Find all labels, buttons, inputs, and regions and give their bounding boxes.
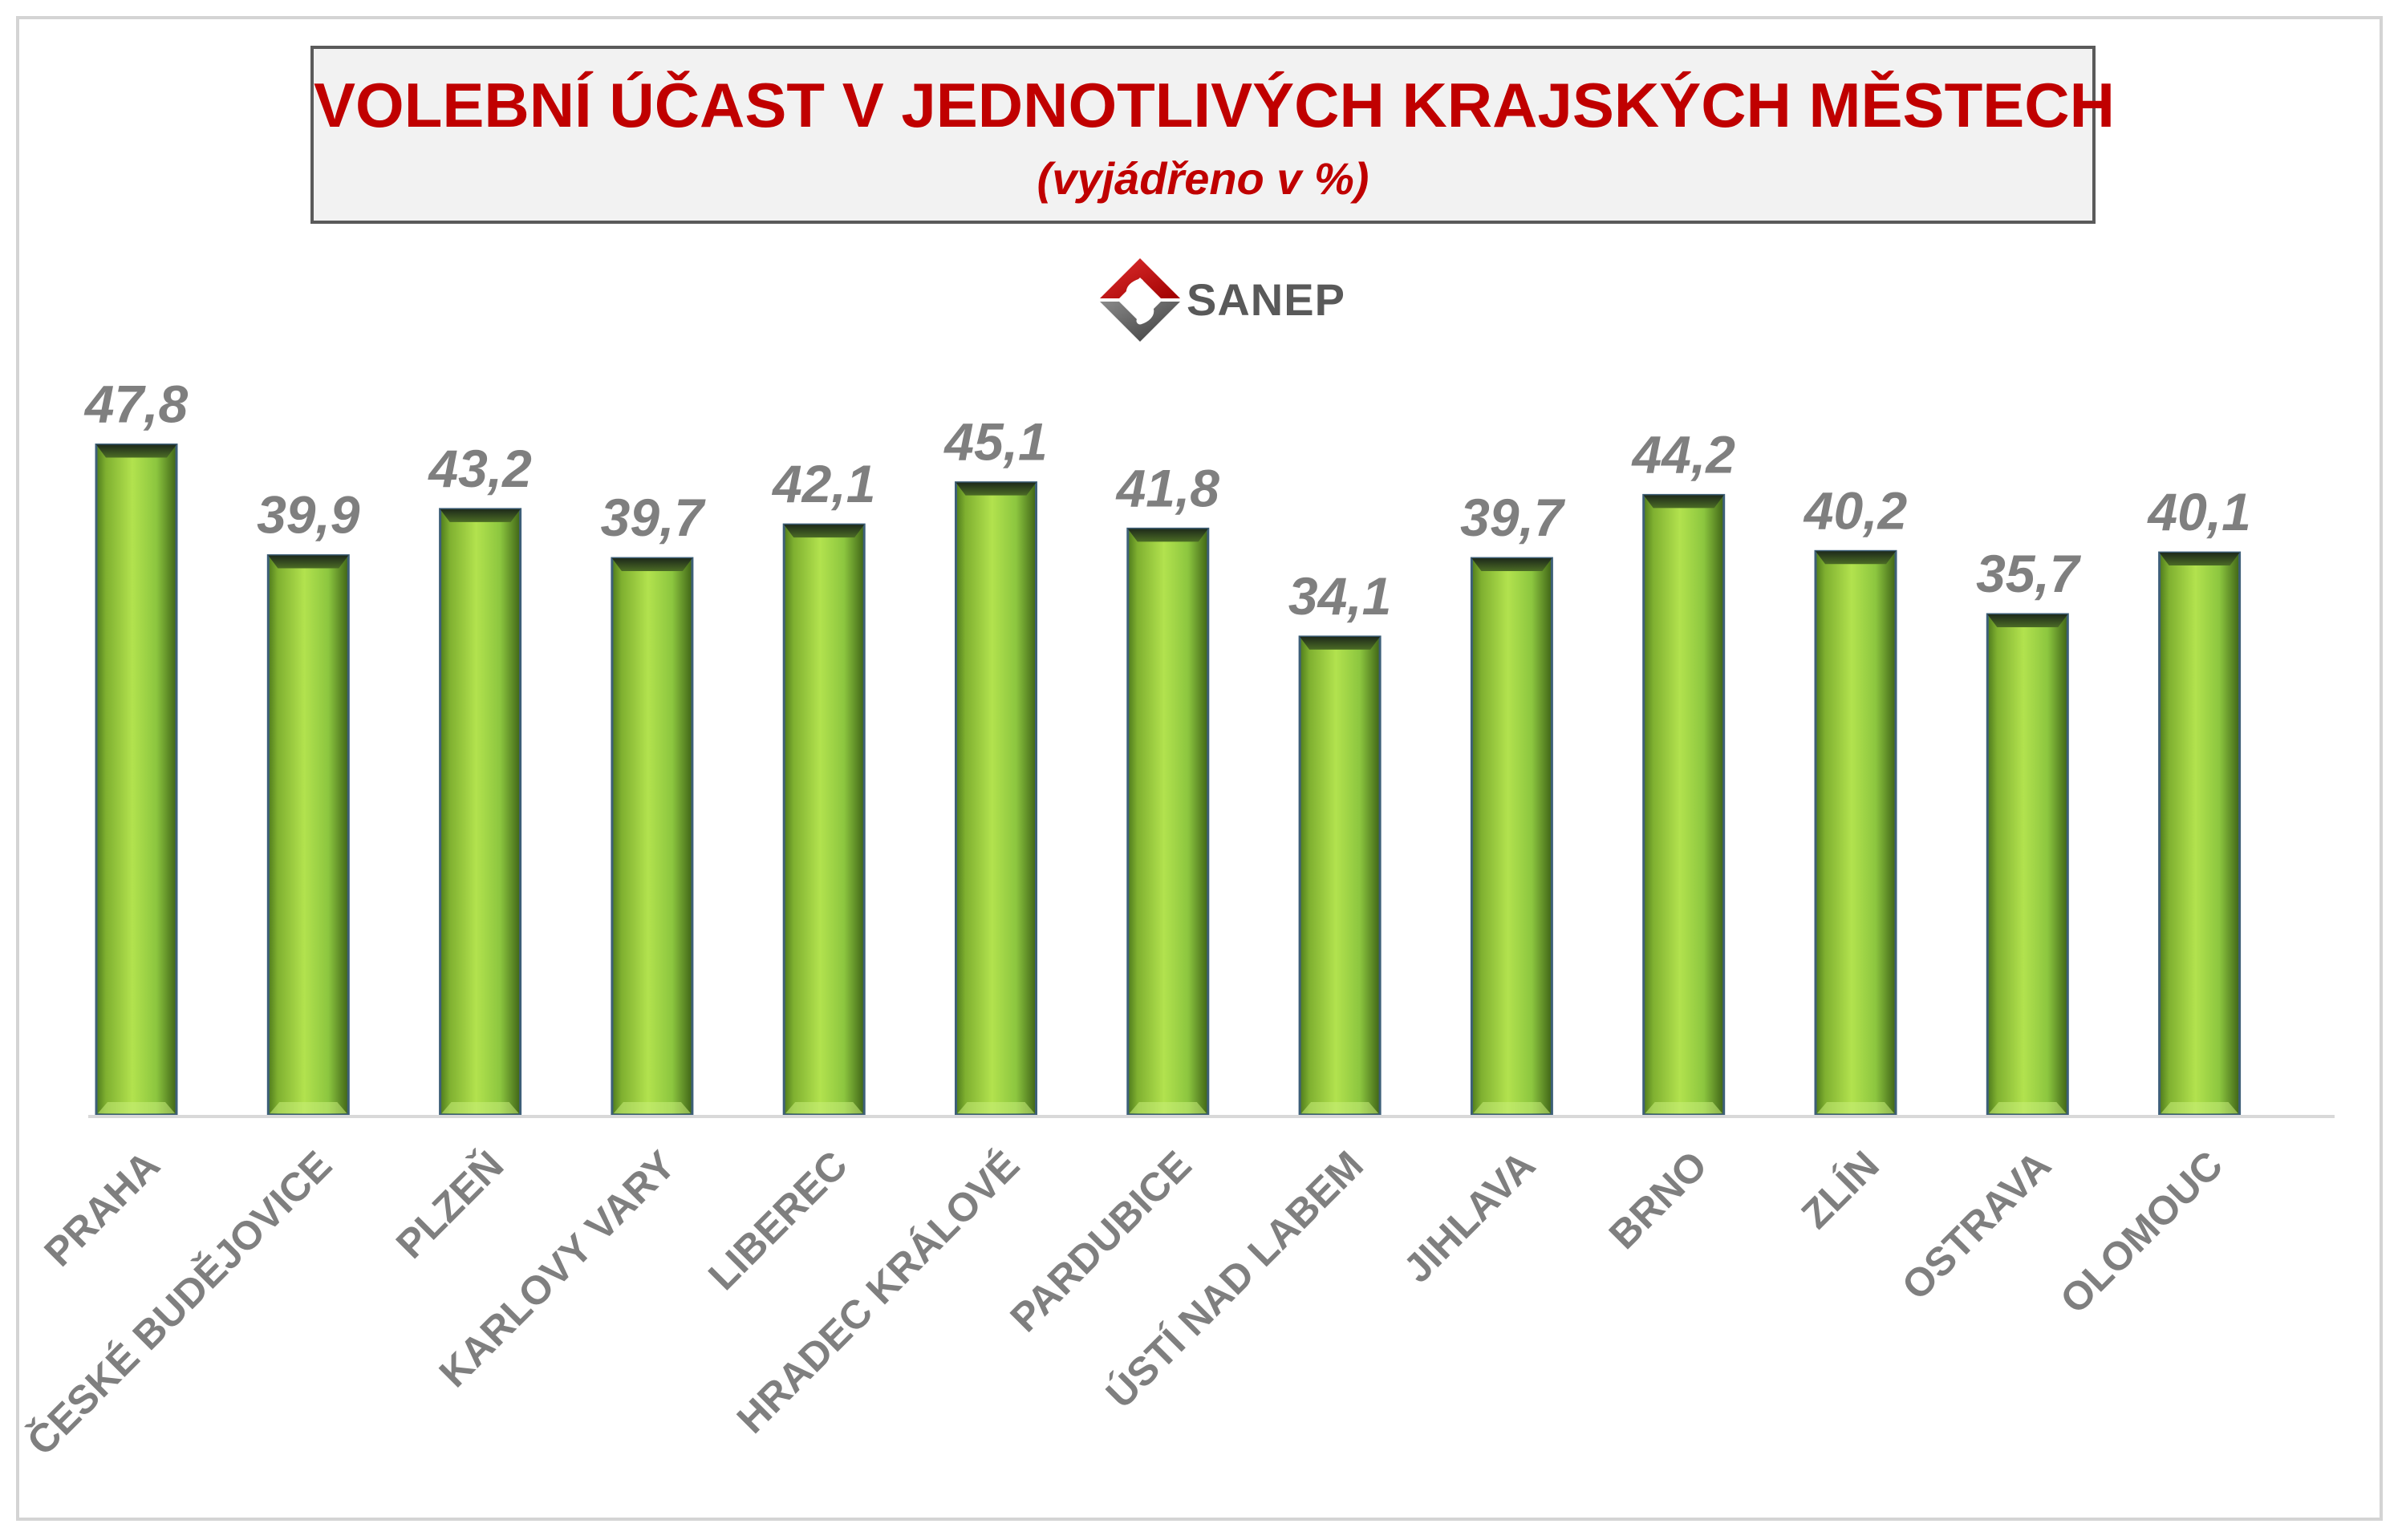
bar-body	[1986, 613, 2069, 1116]
category-label: PARDUBICE	[1001, 1142, 1199, 1340]
value-label: 39,7	[1460, 488, 1566, 547]
value-label: 47,8	[83, 374, 189, 433]
bar-plzen	[439, 508, 522, 1116]
sanep-logo: SANEP	[1095, 255, 1368, 351]
bar-usti-nad-labem	[1298, 635, 1382, 1116]
bar-body	[611, 557, 694, 1116]
category-label: PLZEŇ	[387, 1142, 512, 1266]
value-labels-layer: 47,8 39,9 43,2 39,7 42,1 45,1 41,8 34,1 39,7 44,2…	[83, 374, 2251, 625]
value-label: 35,7	[1976, 544, 2082, 603]
title-box: VOLEBNÍ ÚČAST V JEDNOTLIVÝCH KRAJSKÝCH M…	[310, 46, 2115, 224]
bar-body	[95, 443, 178, 1116]
sanep-logo-icon	[1100, 258, 1180, 342]
category-label: JIHLAVA	[1395, 1142, 1544, 1291]
category-label: OLOMOUC	[2051, 1142, 2231, 1322]
bar-body	[1642, 493, 1726, 1116]
category-label: OSTRAVA	[1893, 1142, 2059, 1308]
sanep-logo-text: SANEP	[1187, 274, 1345, 325]
bar-bevel	[1645, 1102, 1722, 1113]
bar-body	[1126, 527, 1210, 1116]
bar-bevel	[98, 1102, 175, 1113]
value-label: 44,2	[1630, 424, 1735, 484]
bar-body	[266, 554, 350, 1116]
bar-zlin	[1814, 549, 1897, 1116]
bar-body	[1814, 549, 1897, 1116]
bar-ostrava	[1986, 613, 2069, 1116]
bar-body	[782, 523, 866, 1116]
bar-body	[1470, 557, 1553, 1116]
bar-ceske-budejovice	[266, 554, 350, 1116]
bar-cap	[1127, 529, 1208, 542]
bar-cap	[1471, 558, 1552, 572]
bar-jihlava	[1470, 557, 1553, 1116]
bar-hradec-kralove	[955, 481, 1037, 1116]
bar-bevel	[1129, 1102, 1207, 1113]
bar-bevel	[1301, 1102, 1379, 1113]
bar-body	[955, 481, 1037, 1116]
category-label: ZLÍN	[1793, 1142, 1888, 1237]
value-label: 39,7	[601, 488, 707, 547]
bar-cap	[611, 558, 692, 572]
chart-subtitle: (vyjádřeno v %)	[1037, 153, 1369, 204]
bar-cap	[2159, 553, 2240, 566]
bar-cap	[440, 509, 521, 522]
bar-brno	[1642, 493, 1726, 1116]
bar-olomouc	[2158, 551, 2242, 1116]
bar-body	[1298, 635, 1382, 1116]
bar-body	[439, 508, 522, 1116]
bar-cap	[96, 444, 176, 458]
category-label: HRADEC KRÁLOVÉ	[728, 1142, 1029, 1442]
bar-cap	[268, 555, 349, 569]
bar-bevel	[1817, 1102, 1894, 1113]
bar-karlovy-vary	[611, 557, 694, 1116]
category-label: PRAHA	[35, 1142, 168, 1275]
bar-bevel	[613, 1102, 691, 1113]
value-label: 40,1	[2146, 482, 2250, 541]
category-label: LIBEREC	[700, 1142, 856, 1299]
bar-bevel	[957, 1102, 1035, 1113]
bars-layer	[95, 443, 2242, 1116]
value-label: 42,1	[771, 454, 875, 513]
bar-cap	[784, 525, 865, 538]
bar-cap	[1300, 636, 1381, 650]
bar-cap	[1643, 495, 1724, 509]
value-label: 41,8	[1115, 458, 1220, 517]
bar-bevel	[785, 1102, 863, 1113]
bar-bevel	[270, 1102, 347, 1113]
bar-body	[2158, 551, 2242, 1116]
bar-bevel	[1989, 1102, 2067, 1113]
category-label: ČESKÉ BUDĚJOVICE	[18, 1141, 340, 1464]
bar-liberec	[782, 523, 866, 1116]
value-label: 40,2	[1803, 480, 1908, 540]
value-label: 45,1	[943, 412, 1047, 472]
bar-bevel	[1473, 1102, 1551, 1113]
bar-pardubice	[1126, 527, 1210, 1116]
value-label: 39,9	[257, 485, 360, 545]
chart-title: VOLEBNÍ ÚČAST V JEDNOTLIVÝCH KRAJSKÝCH M…	[314, 70, 2115, 140]
bar-cap	[1987, 614, 2068, 627]
bar-praha	[95, 443, 178, 1116]
bar-cap	[1816, 551, 1896, 565]
value-label: 34,1	[1288, 566, 1391, 626]
category-label: BRNO	[1601, 1142, 1716, 1258]
value-label: 43,2	[427, 439, 532, 498]
bar-cap	[956, 482, 1037, 496]
bar-bevel	[441, 1102, 519, 1113]
bar-bevel	[2161, 1102, 2238, 1113]
